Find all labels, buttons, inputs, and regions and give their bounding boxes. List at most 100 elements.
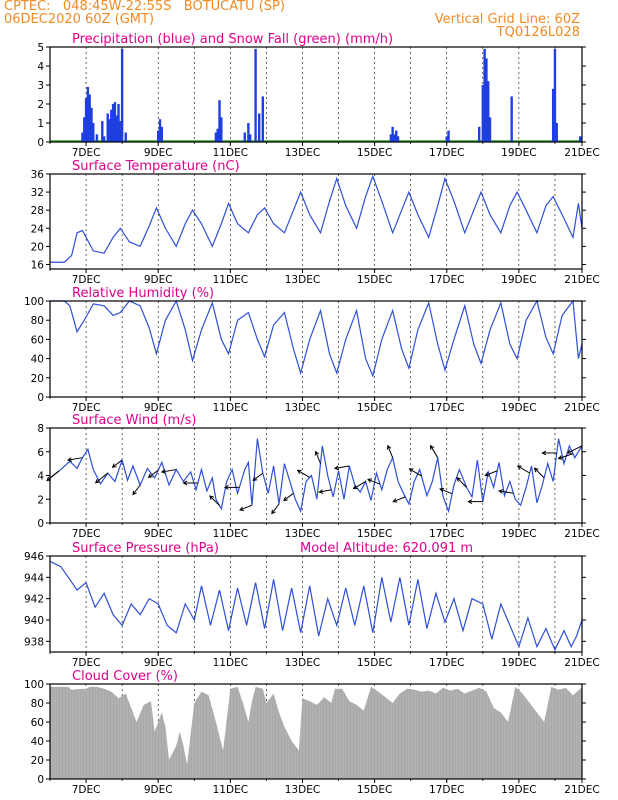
precip-bar [218, 100, 221, 142]
y-tick-label: 0 [37, 392, 44, 404]
wind-arrow-head [147, 473, 153, 478]
x-tick-label: 19DEC [501, 784, 536, 796]
precip-bar [160, 126, 164, 142]
y-tick-label: 28 [31, 205, 44, 217]
x-tick-label: 11DEC [213, 274, 248, 286]
wind-arrow-head [467, 499, 473, 504]
wind-arrow [112, 459, 123, 468]
precip-bar [111, 104, 115, 142]
y-tick-label: 4 [37, 471, 44, 483]
wind-arrow-head [182, 480, 188, 486]
precip-bar [578, 136, 582, 142]
precip-bar [248, 134, 252, 142]
plot-area [50, 47, 582, 142]
y-tick-label: 0 [37, 518, 44, 530]
wind-arrow [209, 495, 220, 506]
plot-area [50, 174, 582, 269]
x-tick-label: 13DEC [285, 147, 320, 159]
x-tick-label: 21DEC [564, 147, 599, 159]
panel-frame [49, 683, 583, 780]
wind-arrow-head [314, 450, 320, 456]
precip-bar [216, 128, 219, 142]
precip-bar [220, 117, 223, 142]
wind-arrow-head [439, 487, 445, 493]
precip-bar [119, 121, 122, 142]
wind-arrow-head [160, 469, 166, 474]
wind-arrow [283, 492, 294, 501]
precip-bar [447, 130, 450, 142]
y-tick-label: 940 [24, 615, 44, 627]
precip-bar [488, 117, 492, 142]
precip-bar [551, 88, 555, 142]
x-tick-label: 21DEC [564, 528, 599, 540]
precip-bar [553, 48, 557, 142]
wind-arrow-head [352, 484, 358, 490]
wind-arrow-head [111, 463, 117, 468]
precip-bar [485, 58, 488, 142]
precip-bar [243, 132, 246, 142]
wind-arrow-head [392, 498, 398, 503]
x-tick-label: 19DEC [501, 657, 536, 669]
x-tick-label: 21DEC [564, 784, 599, 796]
x-tick-label: 11DEC [213, 528, 248, 540]
y-tick-label: 80 [31, 315, 44, 327]
cloud-cover-area [50, 686, 582, 779]
y-tick-label: 6 [37, 447, 44, 459]
precip-bar [555, 123, 558, 142]
y-tick-label: 2 [37, 99, 44, 111]
y-tick-label: 32 [31, 187, 44, 199]
precip-bar [261, 96, 264, 142]
precip-bar [124, 132, 127, 142]
panel-annotation: Model Altitude: 620.091 m [300, 541, 473, 556]
x-tick-label: 15DEC [357, 402, 392, 414]
panel-frame [49, 46, 583, 143]
wind-arrow [558, 453, 574, 460]
y-tick-label: 40 [31, 354, 44, 366]
x-tick-label: 15DEC [357, 657, 392, 669]
y-tick-label: 942 [24, 594, 44, 606]
x-tick-label: 9DEC [144, 528, 173, 540]
wind-arrow [485, 470, 498, 477]
y-tick-label: 100 [24, 679, 44, 691]
y-tick-label: 5 [37, 42, 44, 54]
wind-arrow [534, 467, 545, 479]
precip-bar [483, 48, 486, 142]
wind-arrow-head [252, 476, 258, 481]
x-tick-label: 7DEC [72, 402, 101, 414]
wind-arrow-head [557, 455, 563, 460]
y-tick-label: 80 [31, 698, 44, 710]
precip-bar [86, 86, 90, 142]
x-tick-label: 21DEC [564, 657, 599, 669]
x-tick-label: 9DEC [144, 657, 173, 669]
precip-bar [106, 113, 109, 142]
wind-arrow-head [296, 469, 302, 474]
x-tick-label: 7DEC [72, 657, 101, 669]
precip-bar [478, 126, 481, 142]
y-tick-label: 16 [31, 259, 45, 271]
y-tick-label: 0 [37, 137, 44, 149]
wind-arrow-head [429, 444, 435, 450]
precip-bar [487, 81, 490, 142]
precip-bar [393, 134, 396, 142]
wind-arrow [271, 503, 280, 514]
x-tick-label: 13DEC [285, 402, 320, 414]
x-tick-label: 7DEC [72, 528, 101, 540]
humidity-line [50, 299, 583, 378]
panel-wind: 0 2 4 6 8 7DEC 9DEC 11DEC 13DEC 15DEC 17DEC 19DEC 21… [37, 413, 599, 540]
panel-frame [49, 555, 583, 653]
precip-bar [83, 117, 86, 142]
wind-arrow-head [386, 444, 392, 450]
wind-arrow [387, 445, 394, 458]
y-tick-label: 4 [37, 61, 44, 73]
wind-arrow-head [318, 489, 324, 494]
wind-arrow-head [533, 467, 539, 473]
x-tick-label: 7DEC [72, 274, 101, 286]
y-tick-label: 8 [37, 423, 44, 435]
grid-note: Vertical Grid Line: 60Z [434, 12, 580, 27]
x-tick-label: 17DEC [429, 528, 464, 540]
pressure-line [49, 560, 583, 652]
panel-pressure: 938 940 942 944 946 7DEC 9DEC 11DEC 13DEC 15DEC 17… [24, 541, 600, 669]
precip-bar [214, 132, 218, 142]
wind-arrow [148, 469, 159, 478]
